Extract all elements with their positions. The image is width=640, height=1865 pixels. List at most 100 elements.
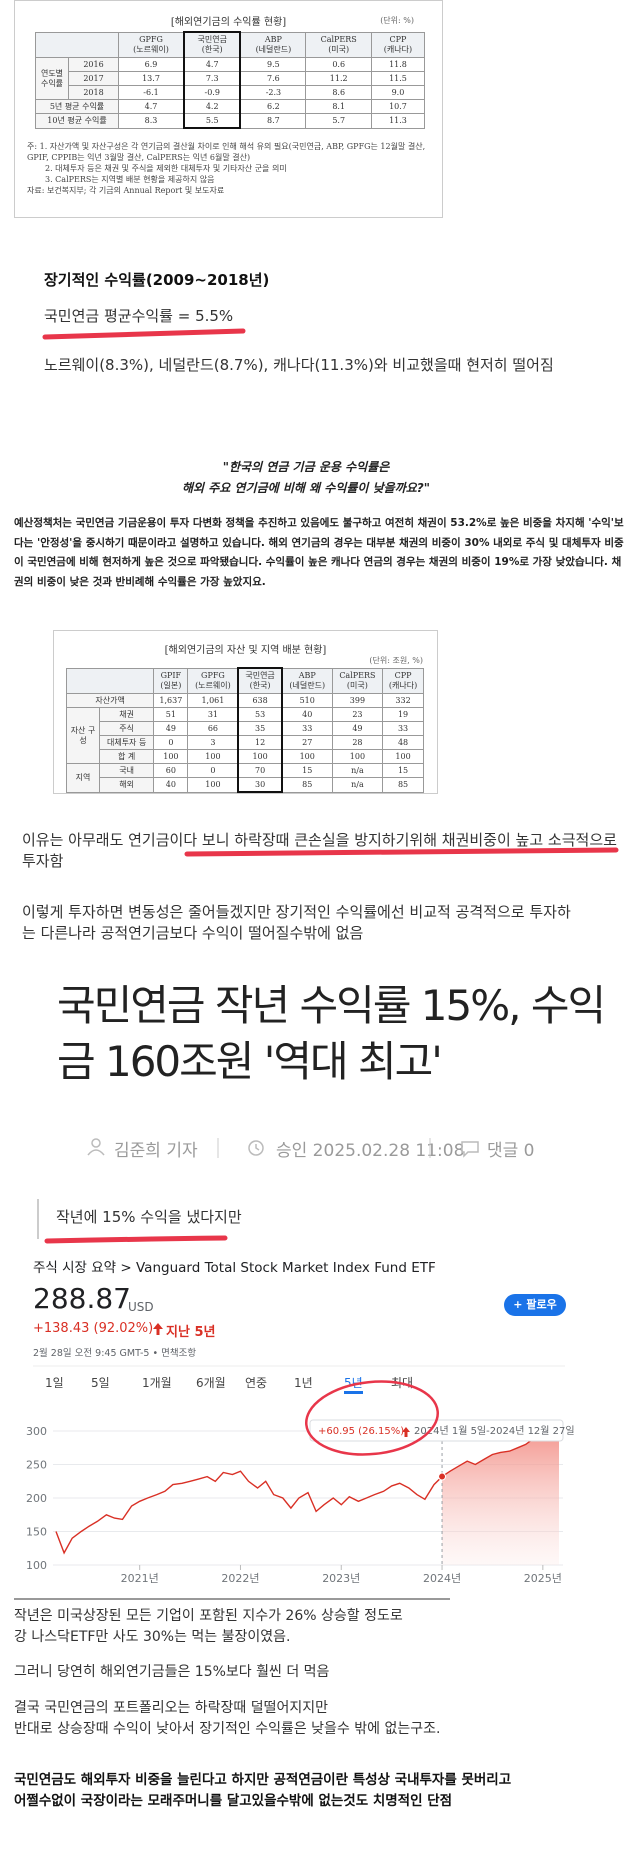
y-tick-label: 100 <box>26 1559 47 1572</box>
headline-line: 국민연금 작년 수익률 15%, 수익 <box>57 981 606 1030</box>
y-tick-label: 200 <box>26 1492 47 1505</box>
range-tab[interactable]: 연중 <box>245 1376 268 1390</box>
column-header: CalPERS (미국) <box>331 667 384 694</box>
section-heading: 장기적인 수익률(2009~2018년) <box>44 271 270 289</box>
table-cell: 1,061 <box>187 693 239 708</box>
table-row: 2017 13.7 7.3 7.6 11.2 11.5 <box>36 71 426 86</box>
x-tick-label: 2022년 <box>221 1572 259 1585</box>
table-row: 2018 -6.1 -0.9 -2.3 8.6 9.0 <box>36 85 426 100</box>
table-unit: (단위: 조원, %) <box>369 656 423 665</box>
note: 2. 대체투자 등은 채권 및 주식을 제외한 대체투자 및 기타자산 군을 의… <box>45 164 287 173</box>
table-cell: 53 <box>237 707 283 722</box>
column-header: CPP (캐나다) <box>370 31 426 58</box>
header-cell <box>65 667 155 694</box>
tooltip-arrow <box>402 1427 410 1437</box>
column-header: ABP (네덜란드) <box>281 667 333 694</box>
row-group: 자산 구성 <box>66 707 100 764</box>
conclusion-paragraph: 그러니 당연히 해외연기금들은 15%보다 훨씬 더 먹음 <box>14 1664 330 1680</box>
row-label: 10년 평균 수익률 <box>35 113 119 129</box>
table-cell: n/a <box>331 777 384 793</box>
table-cell: 70 <box>237 763 283 778</box>
price: 288.87 <box>33 1282 131 1315</box>
range-tab[interactable]: 1년 <box>294 1376 313 1390</box>
table-cell: 33 <box>382 721 424 736</box>
highlight-area <box>442 1435 559 1565</box>
red-underline <box>44 1235 228 1244</box>
column-sub: (캐나다) <box>388 680 418 690</box>
column-name: CPP <box>394 670 412 680</box>
text-line: 반대로 상승장때 수익이 낮아서 장기적인 수익률은 낮을수 밖에 없는구조. <box>14 1721 441 1737</box>
tooltip-change: +60.95 (26.15%) <box>318 1426 404 1437</box>
table-cell: 11.2 <box>305 71 372 86</box>
allocation-table: GPIF (일본) GPFG (노르웨이) 국민연금 (한국) ABP (네덜란드) CalPE… <box>65 667 424 793</box>
column-header: CalPERS (미국) <box>305 31 372 58</box>
table-cell: 30 <box>237 777 283 793</box>
y-tick-label: 300 <box>26 1425 47 1438</box>
table-row: 합 계 100 100 100 100 100 100 <box>67 749 424 764</box>
table-cell: 40 <box>281 707 333 722</box>
table-cell: 510 <box>281 693 333 708</box>
table-cell: 100 <box>331 749 384 764</box>
table-cell: 8.3 <box>118 113 185 129</box>
table-cell: 5.5 <box>183 113 242 129</box>
range-tab[interactable]: 6개월 <box>196 1376 226 1390</box>
range-tab[interactable]: 5일 <box>91 1376 110 1390</box>
column-sub: (미국) <box>346 680 368 690</box>
range-tab[interactable]: 1개월 <box>142 1376 172 1390</box>
column-sub: (캐나다) <box>383 44 413 54</box>
row-label: 5년 평균 수익률 <box>35 99 119 114</box>
table-cell: 6.2 <box>239 99 307 114</box>
x-tick-label: 2024년 <box>423 1572 461 1585</box>
column-header: CPP (캐나다) <box>382 667 424 694</box>
follow-button[interactable]: + 팔로우 <box>504 1294 566 1316</box>
column-header: GPIF (일본) <box>153 667 189 694</box>
news-headline: 국민연금 작년 수익률 15%, 수익 금 160조원 '역대 최고' <box>57 978 606 1090</box>
table-cell: 100 <box>153 749 189 764</box>
table-cell: 100 <box>187 777 239 793</box>
table-cell: 48 <box>382 735 424 750</box>
table-row: 주식 49 66 35 33 49 33 <box>67 721 424 736</box>
breadcrumb[interactable]: 주식 시장 요약 > Vanguard Total Stock Market I… <box>33 1260 436 1276</box>
reason-text: 이유는 아무래도 연기금이다 보니 하락장때 큰손실을 방지하기위해 채권비중이… <box>22 831 617 870</box>
column-sub: (한국) <box>201 45 223 54</box>
table-title: [해외연기금의 자산 및 지역 배분 현황] <box>164 645 327 656</box>
table-cell: -6.1 <box>118 85 185 100</box>
x-tick-label: 2021년 <box>121 1572 159 1585</box>
table-cell: 0.6 <box>305 57 372 72</box>
price-change: +138.43 (92.02%) <box>33 1321 154 1336</box>
column-name: GPFG <box>139 34 163 44</box>
y-tick-label: 150 <box>26 1526 47 1539</box>
column-header: 국민연금 (한국) <box>237 667 283 694</box>
highlight-text: 국민연금 평균수익률 = 5.5% <box>44 307 234 325</box>
header-cell <box>35 31 119 58</box>
range-tab[interactable]: 1일 <box>45 1376 64 1390</box>
conclusion-paragraph: 작년은 미국상장된 모든 기업이 포함된 지수가 26% 상승할 정도로 강 나… <box>14 1606 403 1648</box>
table-unit: (단위: %) <box>380 16 414 25</box>
table-notes: 주: 1. 자산가액 및 자산구성은 각 연기금의 결산월 차이로 인해 해석 … <box>27 141 432 196</box>
comparison-text: 노르웨이(8.3%), 네덜란드(8.7%), 캐나다(11.3%)와 비교했을… <box>44 356 554 374</box>
quote-bar <box>37 1199 39 1239</box>
table-cell: 40 <box>153 777 189 793</box>
conclusion-paragraph: 결국 국민연금의 포트폴리오는 하락장때 덜떨어지지만 반대로 상승장때 수익이… <box>14 1698 440 1740</box>
table-row: 연도별 수익률 2016 6.9 4.7 9.5 0.6 11.8 <box>35 57 426 100</box>
row-label: 합 계 <box>98 749 155 764</box>
table-cell: 49 <box>153 721 189 736</box>
table-cell: -0.9 <box>183 85 242 100</box>
table-cell: 60 <box>153 763 189 778</box>
column-name: 국민연금 <box>197 35 227 44</box>
row-group: 지역 <box>66 763 100 793</box>
column-name: CalPERS <box>339 670 376 680</box>
note: 3. CalPERS는 지역별 배분 현황을 제공하지 않음 <box>45 175 215 184</box>
table-cell: 19 <box>382 707 424 722</box>
table-cell: 35 <box>237 721 283 736</box>
quote-line: "한국의 연금 기금 운용 수익률은 <box>222 460 390 474</box>
table-cell: 31 <box>187 707 239 722</box>
text-line: 결국 국민연금의 포트폴리오는 하락장때 덜떨어지지만 <box>14 1700 329 1716</box>
news-comments[interactable]: 댓글 0 <box>487 1141 535 1161</box>
table-cell: 4.7 <box>118 99 185 114</box>
table-cell: 5.7 <box>305 113 372 129</box>
text-line: 작년은 미국상장된 모든 기업이 포함된 지수가 26% 상승할 정도로 <box>14 1608 403 1624</box>
table-row: 해외 40 100 30 85 n/a 85 <box>67 777 424 793</box>
quote-line: 해외 주요 연기금에 비해 왜 수익률이 낮을까요?" <box>181 481 431 495</box>
